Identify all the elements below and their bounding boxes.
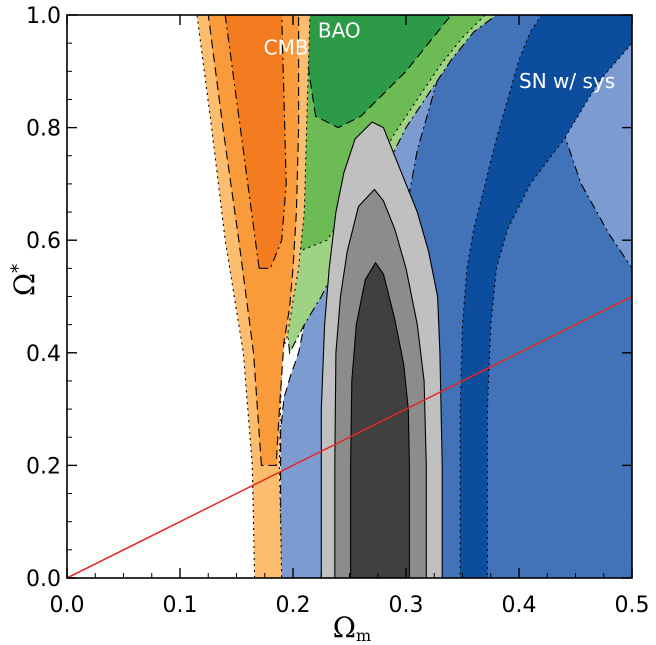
combined-contour-3 [350,261,410,578]
y-axis-label: Ω* [8,264,41,296]
x-tick-label: 0.4 [502,593,537,618]
y-tick-label: 1.0 [26,4,61,29]
x-tick-label: 0.5 [615,593,650,618]
cmb-contour-3 [224,15,287,269]
x-tick-label: 0.2 [276,593,311,618]
y-tick-label: 0.8 [26,117,61,142]
y-tick-label: 0.6 [26,229,61,254]
y-tick-label: 0.2 [26,454,61,479]
y-tick-label: 0.0 [26,567,61,592]
y-tick-label: 0.4 [26,342,61,367]
y-tick-labels: 0.0 0.2 0.4 0.6 0.8 1.0 [26,4,61,592]
confidence-regions [196,15,632,578]
region-label-bao: BAO [318,19,361,43]
x-tick-label: 0.1 [163,593,198,618]
axis-ticks [66,14,633,579]
x-axis-label: Ωm [333,611,371,645]
sn-w-sys-contour-3 [459,15,632,578]
region-label-sn-w-sys: SN w/ sys [519,69,615,93]
x-tick-label: 0.3 [389,593,424,618]
reference-lines [67,295,632,578]
region-labels: SN w/ sys BAO CMB [264,19,616,94]
region-label-cmb: CMB [264,35,309,59]
reference-line-1 [67,295,632,578]
x-tick-labels: 0.0 0.1 0.2 0.3 0.4 0.5 [50,593,650,618]
x-tick-label: 0.0 [50,593,85,618]
